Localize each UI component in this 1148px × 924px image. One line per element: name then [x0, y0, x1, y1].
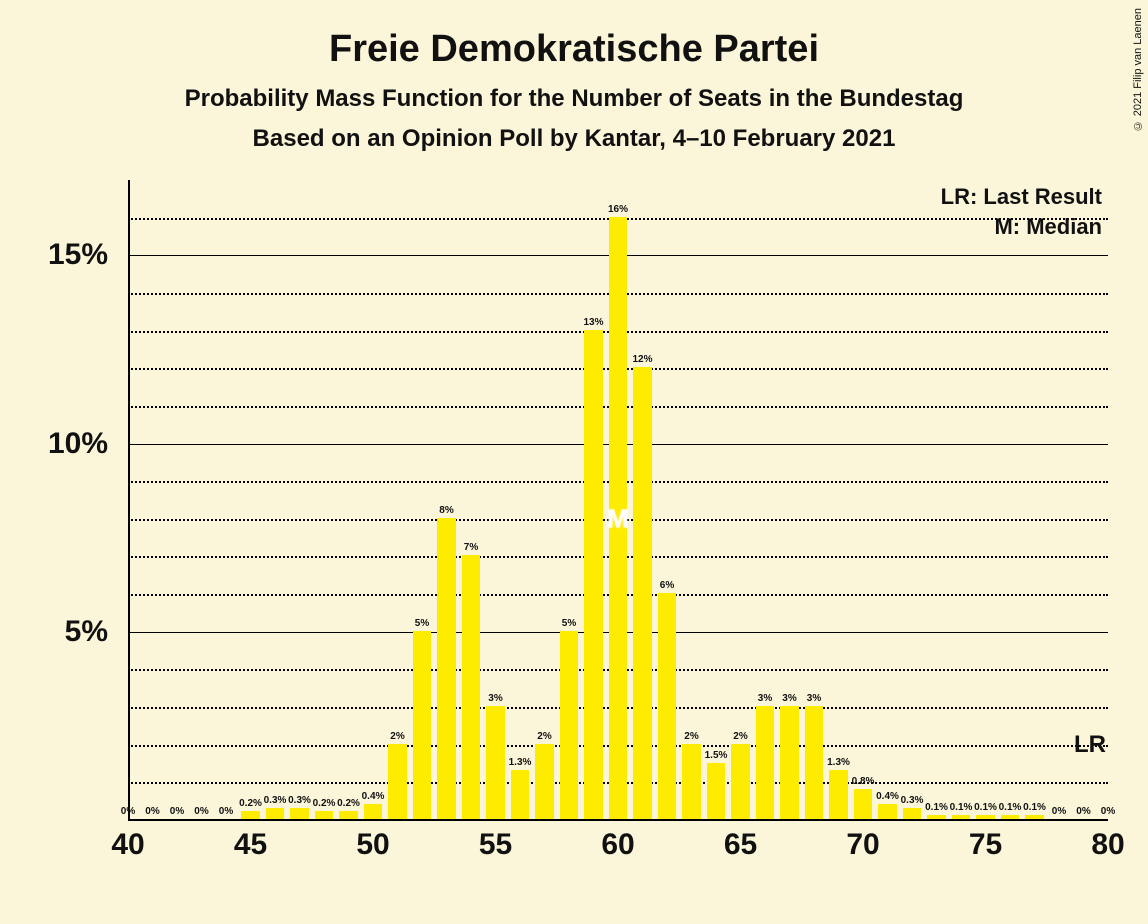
bar	[731, 744, 749, 819]
bar	[707, 763, 725, 819]
bar	[339, 811, 357, 819]
bar	[1001, 815, 1019, 819]
bar	[805, 706, 823, 819]
x-tick-label: 55	[479, 828, 512, 862]
bar	[437, 518, 455, 819]
bar	[927, 815, 945, 819]
bar-value-label: 0.4%	[362, 791, 385, 802]
bar	[241, 811, 259, 819]
bar	[462, 555, 480, 819]
bar-value-label: 3%	[782, 693, 796, 704]
bar	[584, 330, 602, 819]
bar-value-label: 2%	[537, 731, 551, 742]
x-tick-label: 40	[111, 828, 144, 862]
bar-value-label: 0.2%	[313, 798, 336, 809]
bar-value-label: 3%	[758, 693, 772, 704]
y-tick-label: 10%	[28, 427, 108, 461]
bar-value-label: 3%	[488, 693, 502, 704]
bar-value-label: 13%	[583, 317, 603, 328]
bar-value-label: 0.3%	[264, 795, 287, 806]
bar-value-label: 5%	[562, 618, 576, 629]
bar-value-label: 0.3%	[288, 795, 311, 806]
bar	[266, 808, 284, 819]
x-tick-label: 80	[1091, 828, 1124, 862]
bar-value-label: 6%	[660, 580, 674, 591]
y-tick-label: 15%	[28, 238, 108, 272]
bar	[854, 789, 872, 819]
chart-subtitle-1: Probability Mass Function for the Number…	[0, 71, 1148, 113]
legend-last-result: LR: Last Result	[941, 184, 1102, 210]
chart-container: 0%0%0%0%0%0.2%0.3%0.3%0.2%0.2%0.4%2%5%8%…	[28, 180, 1120, 880]
chart-main-title: Freie Demokratische Partei	[0, 0, 1148, 71]
bar-value-label: 8%	[439, 505, 453, 516]
bar-value-label: 0.1%	[925, 802, 948, 813]
x-tick-label: 50	[356, 828, 389, 862]
bar	[609, 217, 627, 819]
bar	[511, 770, 529, 819]
bar	[560, 631, 578, 819]
bar	[903, 808, 921, 819]
plot-area: 0%0%0%0%0%0.2%0.3%0.3%0.2%0.2%0.4%2%5%8%…	[128, 180, 1108, 820]
bar-value-label: 0%	[1076, 806, 1090, 817]
bar-value-label: 0%	[170, 806, 184, 817]
bar	[952, 815, 970, 819]
legend-median: M: Median	[994, 214, 1102, 240]
bar-value-label: 1.3%	[509, 757, 532, 768]
bar	[1025, 815, 1043, 819]
bar-value-label: 0.1%	[950, 802, 973, 813]
bar	[388, 744, 406, 819]
bar-value-label: 7%	[464, 542, 478, 553]
x-tick-label: 65	[724, 828, 757, 862]
bar	[878, 804, 896, 819]
bar-value-label: 3%	[807, 693, 821, 704]
bar	[829, 770, 847, 819]
bar-value-label: 1.5%	[705, 750, 728, 761]
bar-value-label: 0%	[145, 806, 159, 817]
bar-value-label: 0.1%	[974, 802, 997, 813]
x-tick-label: 45	[234, 828, 267, 862]
chart-subtitle-2: Based on an Opinion Poll by Kantar, 4–10…	[0, 113, 1148, 153]
bar-value-label: 2%	[684, 731, 698, 742]
bar	[413, 631, 431, 819]
bar-value-label: 0.1%	[999, 802, 1022, 813]
bar	[364, 804, 382, 819]
bar-value-label: 0.1%	[1023, 802, 1046, 813]
x-tick-label: 70	[846, 828, 879, 862]
x-tick-label: 60	[601, 828, 634, 862]
bar-value-label: 0.4%	[876, 791, 899, 802]
last-result-marker: LR	[1074, 731, 1106, 759]
bar-value-label: 0%	[1101, 806, 1115, 817]
bar-value-label: 0.3%	[901, 795, 924, 806]
bar-value-label: 1.3%	[827, 757, 850, 768]
y-tick-label: 5%	[28, 615, 108, 649]
bar	[315, 811, 333, 819]
x-tick-label: 75	[969, 828, 1002, 862]
bar-value-label: 12%	[632, 354, 652, 365]
bar	[756, 706, 774, 819]
bar	[976, 815, 994, 819]
bar	[535, 744, 553, 819]
bar-value-label: 0.8%	[852, 776, 875, 787]
bar-value-label: 0.2%	[337, 798, 360, 809]
bar	[682, 744, 700, 819]
bar	[486, 706, 504, 819]
bar	[290, 808, 308, 819]
bar	[780, 706, 798, 819]
copyright-text: © 2021 Filip van Laenen	[1132, 8, 1144, 131]
bar-value-label: 0%	[121, 806, 135, 817]
bar-value-label: 2%	[390, 731, 404, 742]
bars-group: 0%0%0%0%0%0.2%0.3%0.3%0.2%0.2%0.4%2%5%8%…	[128, 180, 1108, 820]
bar-value-label: 0%	[219, 806, 233, 817]
bar	[633, 367, 651, 819]
bar-value-label: 5%	[415, 618, 429, 629]
bar-value-label: 2%	[733, 731, 747, 742]
bar-value-label: 0%	[1052, 806, 1066, 817]
bar-value-label: 16%	[608, 204, 628, 215]
bar	[658, 593, 676, 819]
bar-value-label: 0.2%	[239, 798, 262, 809]
bar-value-label: 0%	[194, 806, 208, 817]
